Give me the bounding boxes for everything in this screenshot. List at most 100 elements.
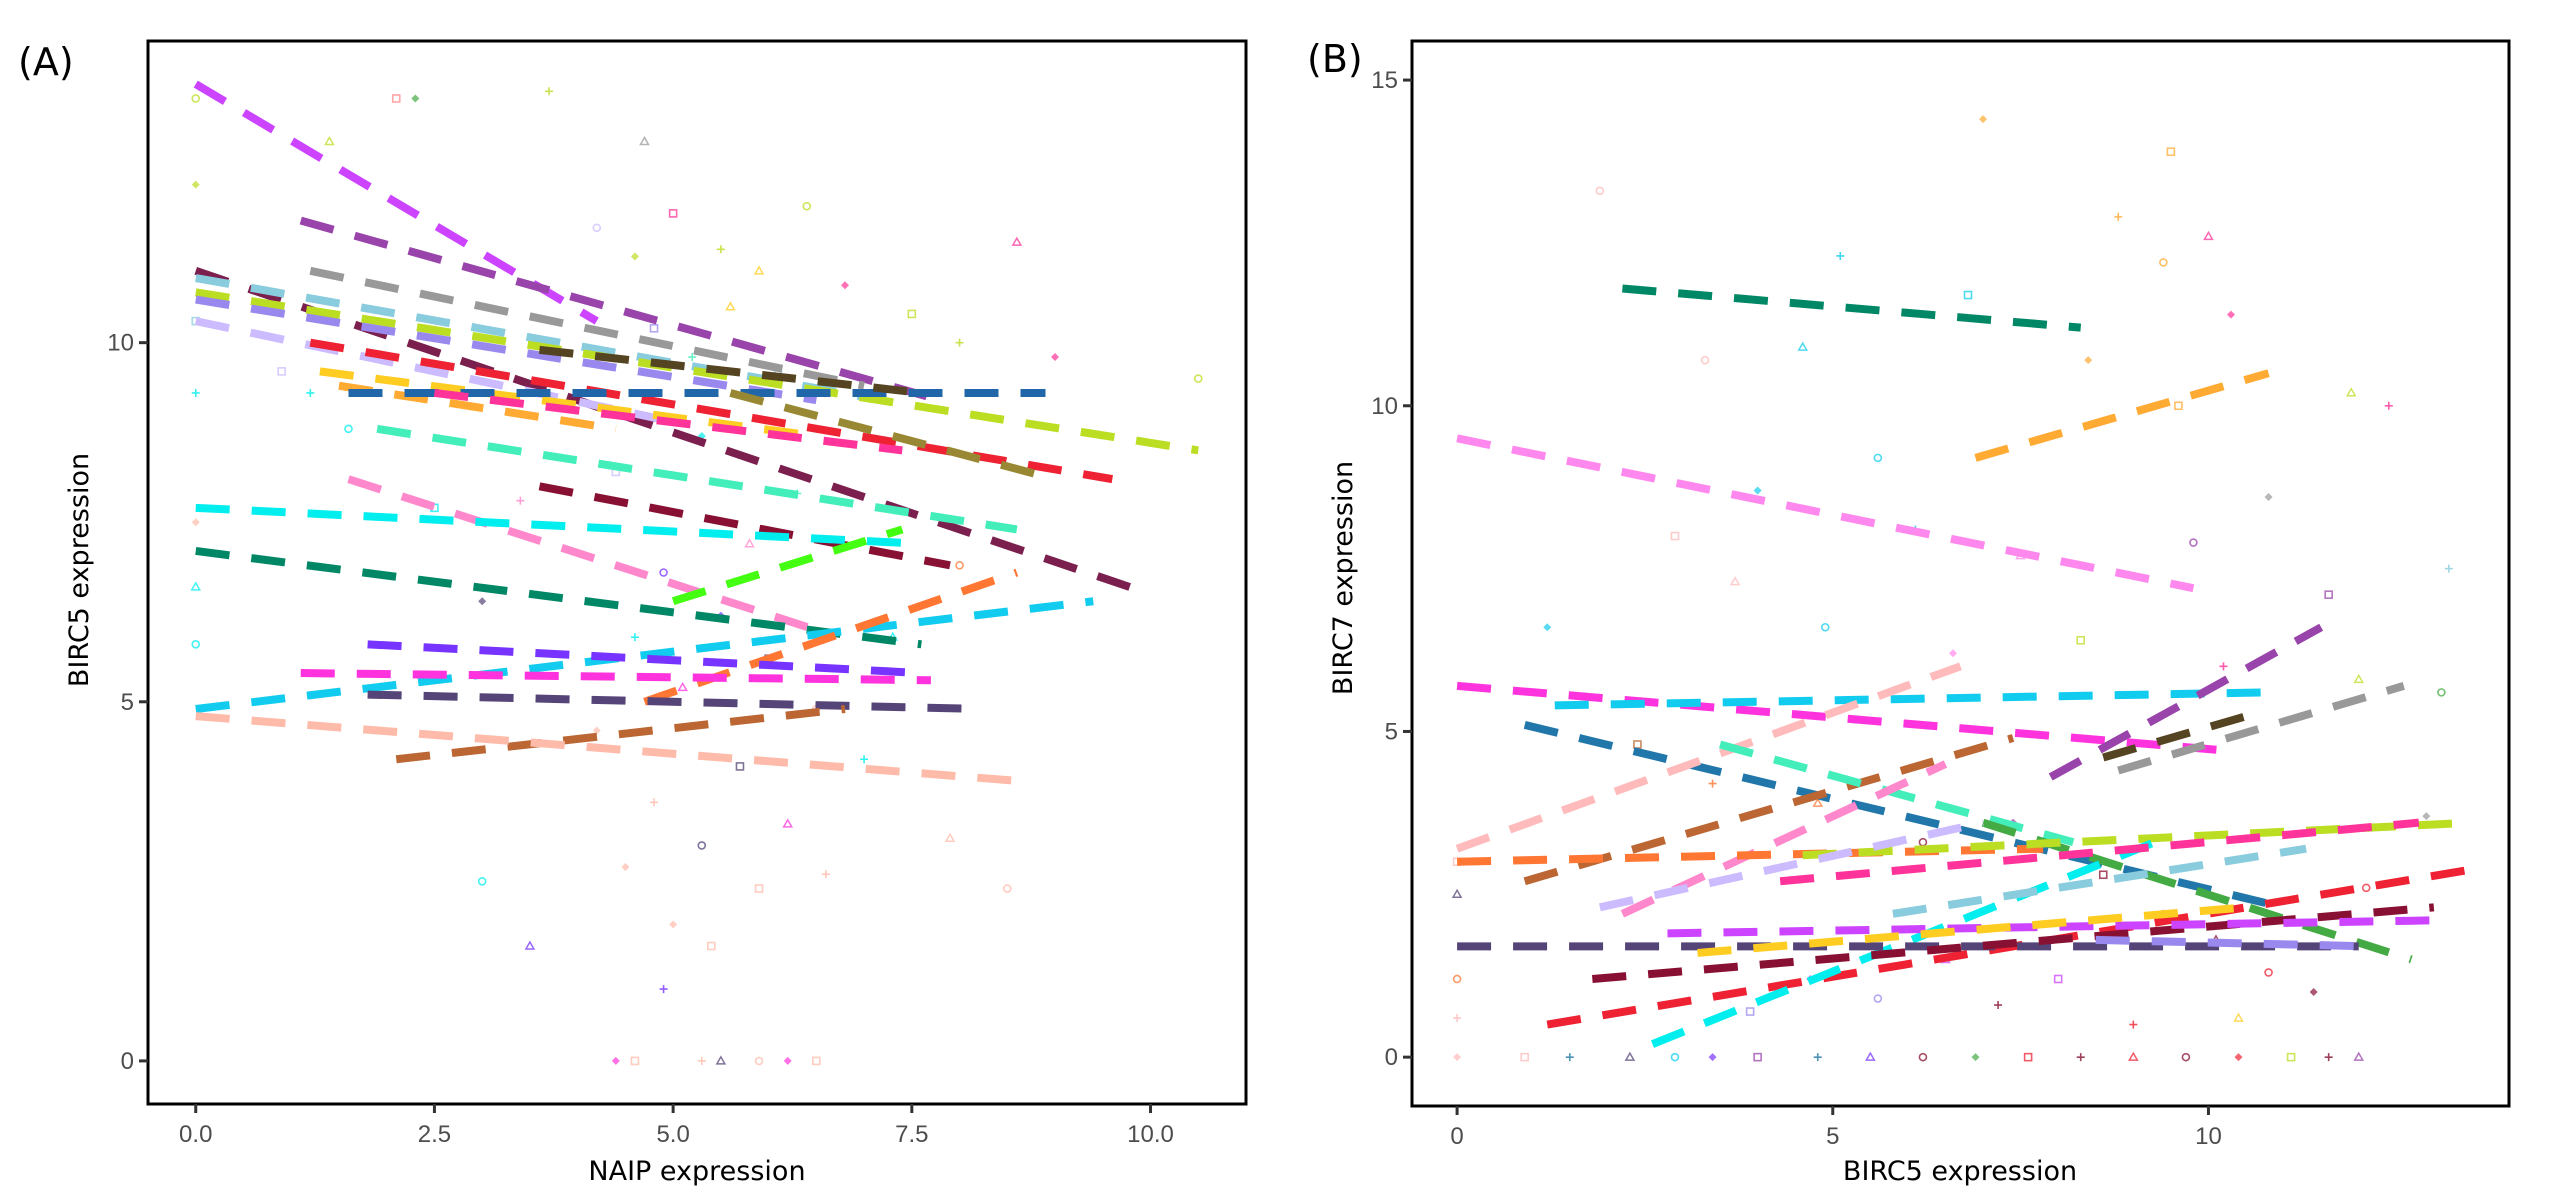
- panel-a-axes: 0.0 2.5 5.0 7.5 10.0 0 5 10: [107, 330, 1174, 1148]
- data-point: [477, 877, 487, 886]
- data-point: [2076, 635, 2086, 645]
- data-point: [668, 209, 678, 218]
- regression-line: [2048, 623, 2324, 781]
- data-point: [2181, 1052, 2191, 1062]
- data-point: [2422, 812, 2431, 821]
- data-point: [1836, 251, 1845, 260]
- data-point: [1624, 1051, 1636, 1061]
- data-point: [1979, 115, 1988, 124]
- data-point: [2286, 1052, 2296, 1062]
- data-point: [1812, 797, 1824, 807]
- data-point: [2128, 1051, 2139, 1061]
- data-point: [2234, 1053, 2243, 1062]
- data-point: [659, 985, 668, 994]
- data-point: [944, 832, 956, 842]
- data-point: [707, 941, 716, 951]
- data-point: [1193, 374, 1203, 383]
- data-point: [2114, 212, 2123, 221]
- regression-line: [194, 317, 674, 426]
- data-point: [191, 640, 201, 649]
- data-point: [754, 1056, 764, 1066]
- data-point: [2361, 883, 2371, 893]
- data-point: [391, 94, 401, 103]
- data-point: [754, 884, 764, 893]
- data-point: [783, 1056, 792, 1065]
- regression-line: [1667, 916, 2434, 938]
- data-point: [1700, 355, 1710, 365]
- data-point: [650, 798, 659, 807]
- data-point: [344, 424, 353, 434]
- data-point: [2023, 1052, 2033, 1062]
- data-point: [621, 862, 630, 871]
- panel-b-axes: 0 5 10 0 5 10 15: [1371, 67, 2222, 1150]
- data-point: [840, 281, 849, 290]
- data-point: [191, 180, 200, 189]
- data-point: [907, 309, 917, 319]
- y-tick-label: 10: [1371, 393, 1398, 420]
- data-point: [1003, 884, 1012, 893]
- data-point: [592, 726, 601, 735]
- data-point: [1963, 290, 1973, 300]
- data-point: [324, 136, 335, 146]
- panel-b-label: (B): [1307, 37, 1363, 81]
- data-point: [611, 1056, 620, 1065]
- panel-b-marks: [1451, 115, 2480, 1062]
- data-point: [1708, 1053, 1717, 1062]
- data-point: [2324, 590, 2333, 599]
- regression-line: [1456, 434, 2195, 593]
- y-tick-label: 0: [1385, 1044, 1398, 1071]
- regression-line: [2117, 682, 2405, 775]
- data-point: [2098, 870, 2108, 880]
- data-point: [821, 870, 830, 879]
- data-point: [478, 597, 487, 606]
- y-tick-label: 0: [121, 1048, 134, 1075]
- data-point: [649, 323, 659, 333]
- data-point: [1565, 1053, 1574, 1062]
- y-tick-label: 15: [1371, 67, 1398, 94]
- regression-line: [1892, 844, 2307, 918]
- data-point: [1753, 486, 1762, 495]
- data-point: [669, 920, 678, 929]
- regression-line: [347, 475, 818, 634]
- y-tick-label: 5: [121, 689, 134, 716]
- data-point: [715, 1055, 727, 1065]
- data-point: [955, 561, 964, 570]
- data-point: [860, 755, 869, 764]
- x-tick-label: 5: [1826, 1123, 1839, 1150]
- data-point: [1873, 453, 1883, 463]
- regression-line: [195, 546, 922, 649]
- data-point: [630, 1056, 640, 1066]
- regression-line: [1650, 831, 2173, 1048]
- data-point: [1745, 1007, 1755, 1016]
- regression-line: [1554, 688, 2269, 710]
- data-point: [697, 1056, 706, 1065]
- x-tick-label: 2.5: [418, 1121, 451, 1148]
- x-tick-label: 0.0: [179, 1121, 212, 1148]
- data-point: [1543, 623, 1552, 632]
- data-point: [1729, 576, 1741, 586]
- panel-a-plot-area: [146, 39, 1248, 1106]
- data-point: [1753, 1052, 1762, 1062]
- regression-line: [2102, 708, 2263, 762]
- data-point: [1994, 1001, 2003, 1010]
- data-point: [1918, 1052, 1928, 1062]
- regression-line: [395, 704, 846, 764]
- regression-line: [539, 345, 922, 397]
- regression-line: [194, 267, 1152, 598]
- regression-line: [300, 669, 931, 685]
- data-point: [2264, 492, 2273, 501]
- data-point: [524, 940, 536, 950]
- data-point: [725, 301, 736, 311]
- data-point: [545, 87, 554, 96]
- data-point: [630, 252, 639, 261]
- data-point: [2444, 564, 2453, 573]
- data-point: [2076, 1053, 2085, 1062]
- data-point: [2084, 356, 2093, 365]
- y-tick-label: 5: [1385, 718, 1398, 745]
- regression-line: [193, 80, 599, 325]
- panel-a-x-axis-title: NAIP expression: [588, 1156, 805, 1187]
- regression-line: [319, 367, 817, 441]
- data-point: [516, 496, 525, 505]
- data-point: [411, 94, 420, 103]
